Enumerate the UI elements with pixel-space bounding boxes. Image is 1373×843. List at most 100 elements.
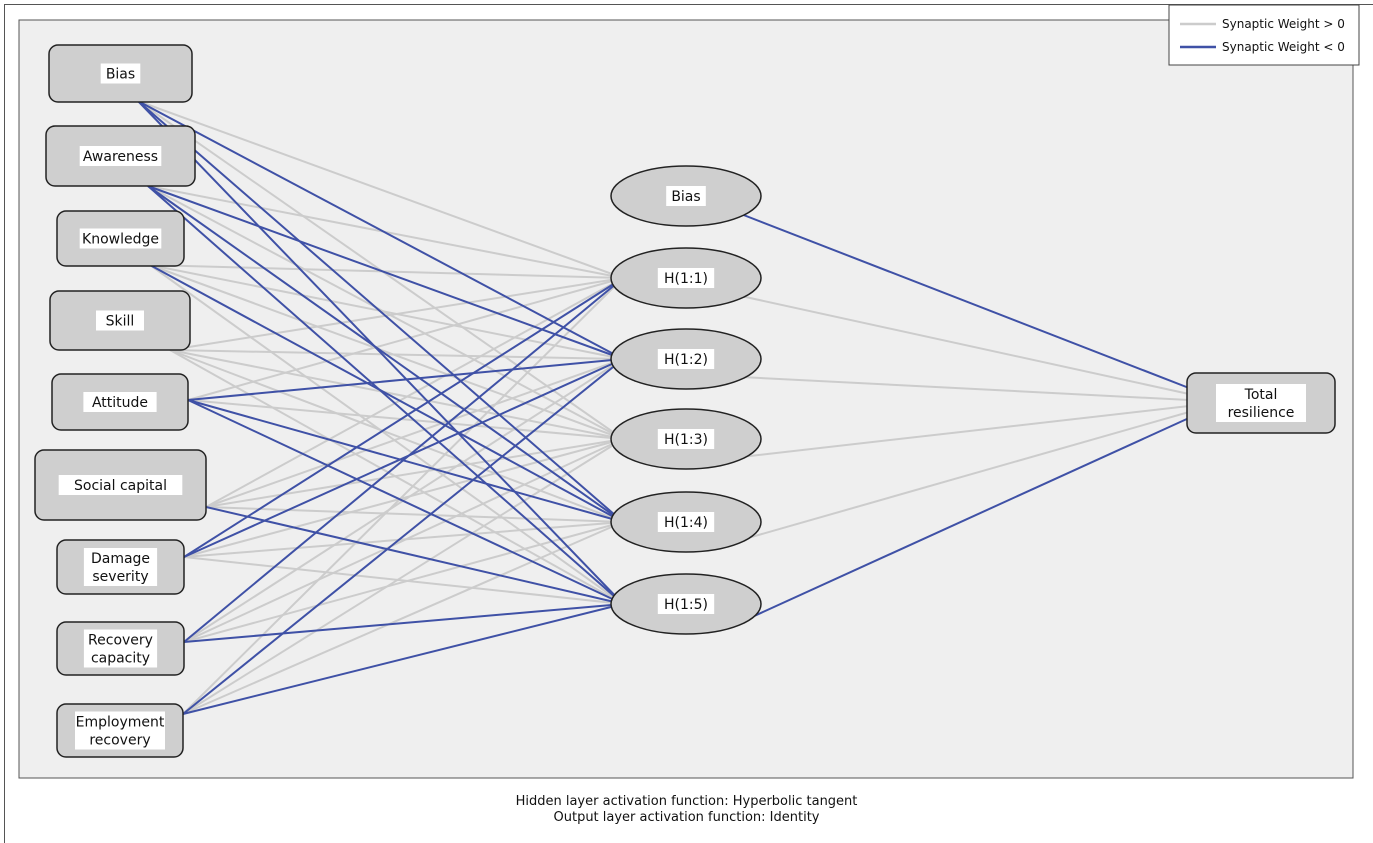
input-node-label: Knowledge	[82, 232, 159, 248]
hidden-node-h15: H(1:5)	[610, 573, 762, 635]
hidden-node-label: H(1:3)	[664, 432, 708, 448]
input-node-label: Bias	[106, 67, 135, 83]
edge-in-bias-to-hid-h15	[137, 100, 624, 605]
edge-in-awareness-to-hid-h14	[147, 185, 624, 523]
input-node-skill: Skill	[49, 290, 191, 351]
input-node-label-background	[75, 711, 165, 750]
edge-in-employment-recovery-to-hid-h15	[182, 603, 624, 715]
edge-in-damage-severity-to-hid-h12	[183, 358, 624, 558]
edge-in-knowledge-to-hid-h14	[149, 264, 624, 523]
edge-in-damage-severity-to-hid-h15	[183, 556, 624, 605]
hidden-node-h11: H(1:1)	[610, 247, 762, 309]
edge-in-awareness-to-hid-h15	[147, 185, 624, 605]
edge-in-employment-recovery-to-hid-h14	[182, 521, 624, 715]
hidden-node-label-background	[657, 349, 715, 369]
input-node-label: Social capital	[74, 478, 167, 494]
edge-hid-h14-to-output	[740, 411, 1190, 541]
hidden-node-bias: Bias	[610, 165, 762, 227]
edge-in-attitude-to-hid-h12	[187, 358, 624, 401]
input-node-label: capacity	[91, 651, 150, 667]
hidden-node-label: H(1:2)	[664, 352, 708, 368]
edge-in-social-capital-to-hid-h15	[205, 506, 624, 605]
edge-in-skill-to-hid-h13	[169, 349, 624, 440]
input-node-label-background	[58, 475, 183, 495]
input-node-label-background	[100, 63, 141, 84]
hidden-node-label: Bias	[671, 189, 700, 205]
edge-in-attitude-to-hid-h11	[187, 277, 624, 401]
hidden-node-label-background	[657, 594, 715, 614]
input-node-damage-severity: Damage severity	[56, 539, 185, 595]
input-node-label: recovery	[89, 733, 150, 749]
input-node-label: Awareness	[83, 149, 158, 165]
edge-in-recovery-capacity-to-hid-h15	[183, 603, 624, 643]
hidden-node-label: H(1:1)	[664, 271, 708, 287]
input-node-label-background	[79, 146, 162, 166]
activation-footer: Hidden layer activation function: Hyperb…	[0, 794, 1373, 826]
input-node-employment-recovery: Employment recovery	[56, 703, 184, 758]
hidden-node-label: H(1:5)	[664, 597, 708, 613]
edge-in-social-capital-to-hid-h11	[205, 277, 624, 508]
edge-hid-h15-to-output	[740, 417, 1190, 623]
edge-in-knowledge-to-hid-h15	[149, 264, 624, 605]
input-node-bias: Bias	[48, 44, 193, 103]
input-node-label: Recovery	[88, 633, 153, 649]
network-nodes: Bias Awareness Knowledge Skill Attitude Socia…	[34, 44, 1336, 758]
edge-in-skill-to-hid-h14	[169, 349, 624, 523]
output-node-label: Total	[1244, 387, 1278, 403]
edge-in-employment-recovery-to-hid-h13	[182, 438, 624, 715]
edge-in-social-capital-to-hid-h12	[205, 358, 624, 508]
input-node-recovery-capacity: Recovery capacity	[56, 621, 185, 676]
edge-in-skill-to-hid-h12	[169, 349, 624, 360]
edge-in-recovery-capacity-to-hid-h13	[183, 438, 624, 643]
edge-in-recovery-capacity-to-hid-h14	[183, 521, 624, 643]
hidden-node-label: H(1:4)	[664, 515, 708, 531]
input-node-label: severity	[92, 569, 148, 585]
hidden-activation-text: Hidden layer activation function: Hyperb…	[515, 794, 858, 809]
edge-in-awareness-to-hid-h12	[147, 185, 624, 360]
legend-positive-label: Synaptic Weight > 0	[1222, 17, 1345, 31]
hidden-node-label-background	[657, 268, 715, 288]
edge-in-recovery-capacity-to-hid-h11	[183, 277, 624, 643]
input-node-attitude: Attitude	[51, 373, 189, 431]
input-node-label: Skill	[106, 314, 135, 330]
input-node-awareness: Awareness	[45, 125, 196, 187]
edge-in-social-capital-to-hid-h14	[205, 506, 624, 523]
edge-in-bias-to-hid-h14	[137, 100, 624, 523]
edge-hid-bias-to-output	[740, 213, 1190, 389]
edge-hid-h13-to-output	[740, 405, 1190, 458]
input-node-label-background	[96, 310, 144, 331]
edge-in-skill-to-hid-h15	[169, 349, 624, 605]
output-node-total-resilience: Total resilience	[1186, 372, 1336, 434]
hidden-node-h13: H(1:3)	[610, 408, 762, 470]
hidden-node-label-background	[666, 186, 706, 206]
edge-in-bias-to-hid-h11	[137, 100, 624, 279]
edge-hid-h11-to-output	[740, 295, 1190, 395]
edge-in-employment-recovery-to-hid-h11	[182, 277, 624, 715]
input-node-label-background	[83, 548, 158, 586]
edge-in-damage-severity-to-hid-h11	[183, 277, 624, 558]
edge-in-attitude-to-hid-h13	[187, 399, 624, 440]
input-node-social-capital: Social capital	[34, 449, 207, 521]
figure-frame	[4, 4, 1373, 843]
input-node-knowledge: Knowledge	[56, 210, 185, 267]
output-activation-text: Output layer activation function: Identi…	[553, 810, 820, 825]
edge-in-skill-to-hid-h11	[169, 277, 624, 351]
hidden-node-h14: H(1:4)	[610, 491, 762, 553]
input-node-label: Attitude	[92, 395, 148, 411]
edge-hid-h12-to-output	[740, 376, 1190, 401]
legend-negative-label: Synaptic Weight < 0	[1222, 40, 1345, 54]
hidden-node-label-background	[657, 429, 715, 449]
edge-in-attitude-to-hid-h14	[187, 399, 624, 523]
edge-in-attitude-to-hid-h15	[187, 399, 624, 605]
legend: Synaptic Weight > 0 Synaptic Weight < 0	[1168, 4, 1360, 66]
input-node-label-background	[83, 392, 157, 412]
input-node-label-background	[79, 228, 162, 249]
hidden-node-h12: H(1:2)	[610, 328, 762, 390]
input-node-label: Damage	[91, 551, 150, 567]
edge-in-employment-recovery-to-hid-h12	[182, 358, 624, 715]
legend-box	[1168, 4, 1360, 66]
output-node-label-background	[1216, 384, 1306, 422]
output-node-label: resilience	[1228, 405, 1295, 421]
edge-in-bias-to-hid-h12	[137, 100, 624, 360]
